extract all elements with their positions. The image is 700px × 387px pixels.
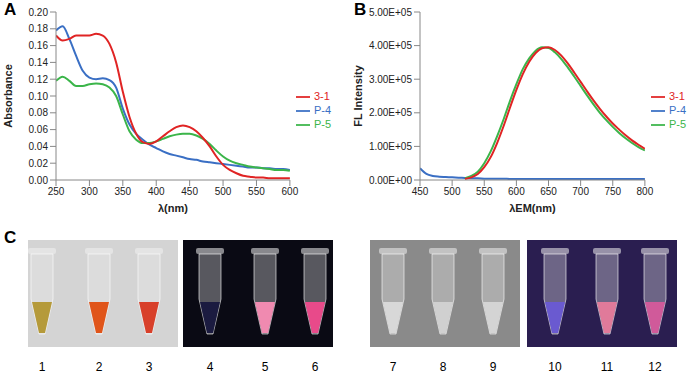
svg-text:0.02: 0.02 <box>29 158 49 169</box>
svg-text:0.08: 0.08 <box>29 107 49 118</box>
html-text:A: A <box>4 0 17 19</box>
svg-text:4.00E+05: 4.00E+05 <box>369 40 413 51</box>
svg-text:500: 500 <box>215 186 232 197</box>
svg-text:0.00: 0.00 <box>29 175 49 186</box>
svg-text:0.12: 0.12 <box>29 74 49 85</box>
svg-text:Absorbance: Absorbance <box>2 64 14 128</box>
svg-text:3.00E+05: 3.00E+05 <box>369 74 413 85</box>
svg-text:0.16: 0.16 <box>29 40 49 51</box>
svg-text:450: 450 <box>181 186 198 197</box>
svg-text:0.20: 0.20 <box>29 7 49 18</box>
svg-text:550: 550 <box>248 186 265 197</box>
svg-text:12: 12 <box>648 360 662 374</box>
svg-text:3: 3 <box>146 360 153 374</box>
html-text:P-4: P-4 <box>313 104 331 116</box>
svg-text:0.14: 0.14 <box>29 57 49 68</box>
svg-text:500: 500 <box>444 186 461 197</box>
svg-text:650: 650 <box>540 186 557 197</box>
svg-text:550: 550 <box>476 186 493 197</box>
svg-text:5.00E+05: 5.00E+05 <box>369 7 413 18</box>
html-text:P-5: P-5 <box>668 118 686 130</box>
svg-text:2.00E+05: 2.00E+05 <box>369 107 413 118</box>
svg-text:350: 350 <box>114 186 131 197</box>
svg-text:2: 2 <box>96 360 103 374</box>
html-text:C: C <box>4 228 17 247</box>
svg-text:0.04: 0.04 <box>29 141 49 152</box>
svg-text:8: 8 <box>440 360 447 374</box>
html-text:3-1: 3-1 <box>313 89 330 102</box>
svg-text:700: 700 <box>572 186 589 197</box>
html-text:P-5: P-5 <box>313 118 331 130</box>
svg-text:250: 250 <box>48 186 65 197</box>
svg-text:6: 6 <box>312 360 319 374</box>
svg-text:600: 600 <box>282 186 299 197</box>
svg-text:0.00E+00: 0.00E+00 <box>369 175 413 186</box>
svg-text:0.10: 0.10 <box>29 91 49 102</box>
svg-text:300: 300 <box>81 186 98 197</box>
svg-text:7: 7 <box>390 360 397 374</box>
svg-text:FL Intensity: FL Intensity <box>352 64 364 126</box>
svg-text:λEM(nm): λEM(nm) <box>509 202 556 214</box>
svg-text:600: 600 <box>508 186 525 197</box>
svg-text:10: 10 <box>548 360 562 374</box>
svg-text:800: 800 <box>637 186 654 197</box>
svg-text:0.18: 0.18 <box>29 23 49 34</box>
svg-text:1.00E+05: 1.00E+05 <box>369 141 413 152</box>
svg-text:450: 450 <box>412 186 429 197</box>
svg-text:λ(nm): λ(nm) <box>158 202 188 214</box>
svg-text:0.06: 0.06 <box>29 124 49 135</box>
html-text:P-4: P-4 <box>668 104 686 116</box>
svg-text:4: 4 <box>207 360 214 374</box>
svg-text:11: 11 <box>601 360 614 374</box>
html-text:3-1: 3-1 <box>668 89 685 102</box>
html-text:B: B <box>354 0 367 19</box>
svg-text:5: 5 <box>262 360 269 374</box>
svg-text:400: 400 <box>148 186 165 197</box>
svg-text:1: 1 <box>39 360 46 374</box>
svg-text:9: 9 <box>490 360 497 374</box>
svg-text:750: 750 <box>604 186 621 197</box>
